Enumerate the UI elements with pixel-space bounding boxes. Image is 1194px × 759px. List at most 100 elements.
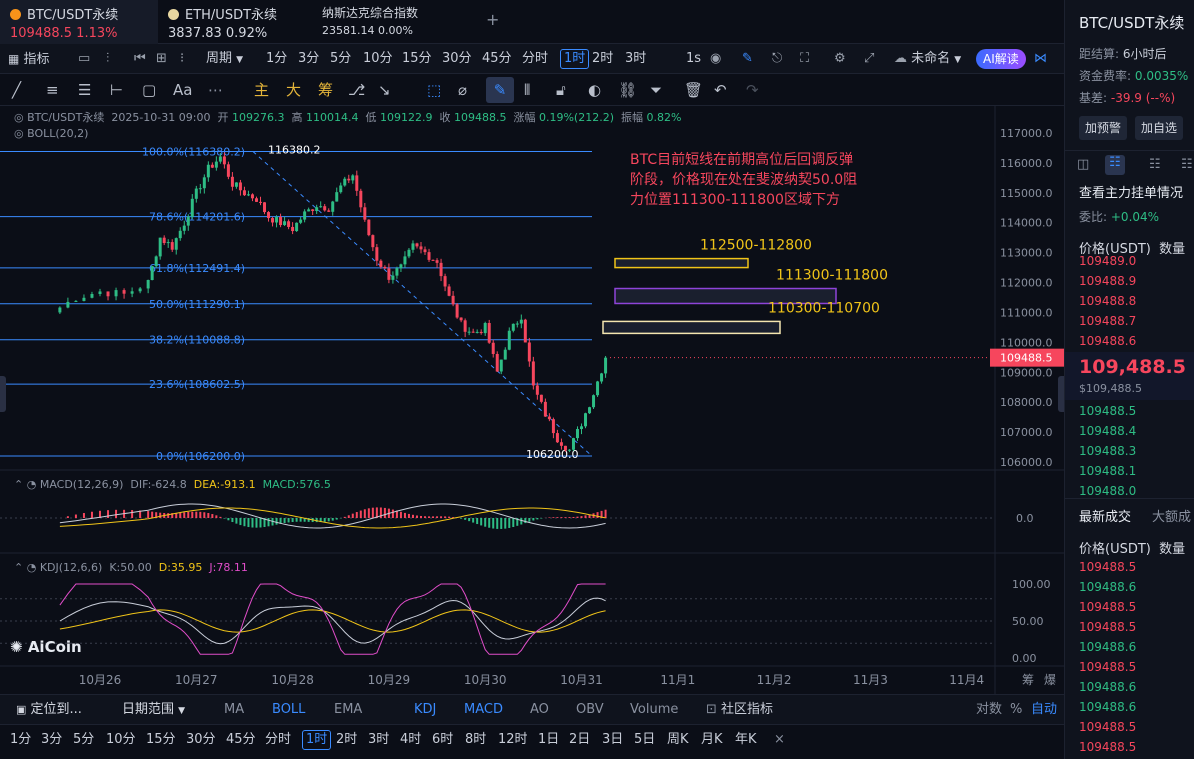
chart-area[interactable]: 117000.0 116000.0 115000.0 114000.0 113000.0…: [0, 106, 1064, 694]
ind-boll[interactable]: BOLL: [272, 702, 306, 717]
ruler-icon[interactable]: ⋯: [208, 81, 223, 99]
bottom-period-7[interactable]: 分时: [265, 732, 292, 747]
chips-button[interactable]: 筹: [318, 81, 334, 99]
cursor-icon[interactable]: ↘: [378, 81, 391, 99]
bottom-period-20[interactable]: 月K: [701, 732, 723, 747]
hline-tool-icon[interactable]: ⊢: [110, 81, 124, 99]
fullscreen-icon[interactable]: ⛶: [800, 51, 810, 66]
bottom-period-2[interactable]: 5分: [73, 732, 95, 747]
bottom-period-10[interactable]: 3时: [368, 732, 390, 747]
period-10[interactable]: 3时: [625, 51, 647, 66]
ind-ao[interactable]: AO: [530, 702, 549, 717]
bottom-period-18[interactable]: 5日: [634, 732, 656, 747]
seconds-button[interactable]: 1s: [686, 51, 702, 66]
tab-eth[interactable]: ETH/USDT永续 3837.83 0.92%: [158, 0, 310, 44]
parallel-tool-icon[interactable]: ≡: [46, 81, 59, 99]
compare-icon[interactable]: ⊞: [156, 51, 167, 66]
big-order-button[interactable]: 大: [286, 81, 302, 99]
chips-corner[interactable]: 筹: [1022, 673, 1035, 687]
period-5[interactable]: 30分: [442, 51, 472, 66]
book-depth-icon[interactable]: ☷: [1181, 157, 1193, 172]
draw-icon[interactable]: ✎: [742, 51, 753, 66]
camera-icon[interactable]: ◉: [710, 51, 722, 66]
rect-tool-icon[interactable]: ▢: [142, 81, 157, 99]
trash-icon[interactable]: 🗑︎: [684, 81, 704, 99]
bottom-period-0[interactable]: 1分: [10, 732, 32, 747]
left-scroll-handle[interactable]: [0, 376, 6, 412]
percent-toggle[interactable]: %: [1010, 702, 1023, 717]
book-asks-icon[interactable]: ☷: [1105, 155, 1125, 175]
period-1[interactable]: 3分: [298, 51, 320, 66]
bid-row[interactable]: 109488.4: [1079, 424, 1137, 438]
filter-icon[interactable]: ⏷: [650, 81, 663, 99]
ind-volume[interactable]: Volume: [630, 702, 679, 717]
bottom-period-1[interactable]: 3分: [41, 732, 63, 747]
ind-obv[interactable]: OBV: [576, 702, 604, 717]
bottom-period-19[interactable]: 周K: [667, 732, 689, 747]
bid-row[interactable]: 109488.5: [1079, 404, 1137, 418]
add-favorite-button[interactable]: 加自选: [1135, 116, 1183, 140]
replay-icon[interactable]: ⏮: [134, 51, 146, 66]
ind-ema[interactable]: EMA: [334, 702, 363, 717]
alarm-icon[interactable]: ⎋: [772, 51, 783, 66]
indicators-button[interactable]: ▦ 指标: [8, 44, 50, 74]
right-scroll-handle[interactable]: [1058, 376, 1064, 412]
settings-icon[interactable]: ⚙: [834, 51, 846, 66]
cursor-select-icon[interactable]: ⬚: [427, 81, 442, 99]
ask-row[interactable]: 109488.6: [1079, 334, 1137, 348]
book-both-icon[interactable]: ◫: [1077, 157, 1090, 172]
lock-icon[interactable]: 🔓︎: [556, 81, 566, 99]
bottom-period-12[interactable]: 6时: [432, 732, 454, 747]
close-periods-icon[interactable]: ×: [774, 732, 785, 747]
period-7[interactable]: 分时: [522, 51, 549, 66]
community-indicators-button[interactable]: ⊡ 社区指标: [706, 695, 773, 725]
latest-trades-tab[interactable]: 最新成交: [1079, 510, 1132, 525]
bottom-period-17[interactable]: 3日: [602, 732, 624, 747]
ind-ma[interactable]: MA: [224, 702, 245, 717]
ask-row[interactable]: 109489.0: [1079, 254, 1137, 268]
period-3[interactable]: 10分: [363, 51, 393, 66]
period-2[interactable]: 5分: [330, 51, 352, 66]
line-tool-icon[interactable]: ╱: [12, 81, 22, 99]
measure-icon[interactable]: ⌀: [458, 81, 468, 99]
bid-row[interactable]: 109488.1: [1079, 464, 1137, 478]
book-bids-icon[interactable]: ☷: [1149, 157, 1161, 172]
add-alert-button[interactable]: 加预警: [1079, 116, 1127, 140]
eye-icon[interactable]: ◐: [588, 81, 602, 99]
ai-button[interactable]: AI解读: [976, 49, 1026, 69]
bid-row[interactable]: 109488.3: [1079, 444, 1137, 458]
undo-icon[interactable]: ↶: [714, 81, 727, 99]
magnet-icon[interactable]: ⎇: [348, 81, 366, 99]
expand-icon[interactable]: ⤢: [864, 51, 875, 66]
add-tab-button[interactable]: +: [486, 10, 500, 29]
fib-tool-icon[interactable]: ☰: [78, 81, 92, 99]
candle-type-icon[interactable]: ⫶: [106, 51, 110, 66]
period-0[interactable]: 1分: [266, 51, 288, 66]
template-dropdown[interactable]: ☁ 未命名 ▼: [894, 44, 961, 74]
bid-row[interactable]: 109488.0: [1079, 484, 1137, 498]
text-tool-icon[interactable]: Aa: [173, 81, 193, 99]
period-dropdown[interactable]: 周期 ▼: [206, 44, 243, 74]
auto-toggle[interactable]: 自动: [1031, 702, 1058, 717]
tab-btc[interactable]: BTC/USDT永续 109488.5 1.13%: [0, 0, 158, 44]
locate-button[interactable]: ▣ 定位到...: [16, 695, 82, 725]
ind-macd[interactable]: MACD: [464, 702, 503, 717]
ask-row[interactable]: 109488.8: [1079, 294, 1137, 308]
link-icon[interactable]: ⛓︎: [618, 81, 638, 99]
liquidation-corner[interactable]: 爆: [1044, 673, 1057, 687]
log-toggle[interactable]: 对数: [976, 702, 1003, 717]
ask-row[interactable]: 109488.9: [1079, 274, 1137, 288]
bottom-period-3[interactable]: 10分: [106, 732, 136, 747]
bottom-period-13[interactable]: 8时: [465, 732, 487, 747]
bottom-period-6[interactable]: 45分: [226, 732, 256, 747]
redo-icon[interactable]: ↷: [746, 81, 759, 99]
pen-active-icon[interactable]: ✎: [486, 77, 514, 103]
main-force-button[interactable]: 主: [254, 81, 270, 99]
book-title[interactable]: 查看主力挂单情况: [1079, 186, 1184, 201]
period-9[interactable]: 2时: [592, 51, 614, 66]
bottom-period-5[interactable]: 30分: [186, 732, 216, 747]
bottom-period-11[interactable]: 4时: [400, 732, 422, 747]
big-trades-tab[interactable]: 大额成: [1152, 510, 1192, 525]
share-icon[interactable]: ⋈: [1034, 51, 1047, 66]
bottom-period-21[interactable]: 年K: [735, 732, 757, 747]
